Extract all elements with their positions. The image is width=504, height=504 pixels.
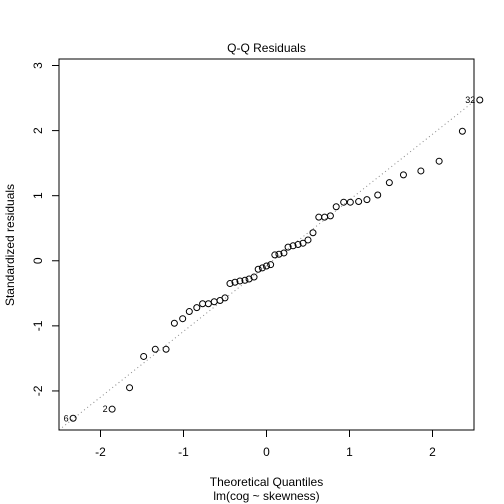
data-point: [170, 319, 178, 327]
point-label: 6: [64, 413, 69, 423]
data-point: [385, 179, 393, 187]
data-point: [69, 414, 77, 422]
data-point: [267, 261, 275, 269]
data-point: [309, 229, 317, 237]
data-point: [363, 196, 371, 204]
data-point: [332, 203, 340, 211]
data-point: [346, 198, 354, 206]
data-point: [151, 345, 159, 353]
data-point: [221, 294, 229, 302]
y-axis-label: Standardized residuals: [3, 184, 17, 306]
data-point: [179, 315, 187, 323]
data-point: [374, 191, 382, 199]
chart-title: Q-Q Residuals: [227, 41, 306, 55]
data-point: [210, 298, 218, 306]
data-point: [263, 262, 270, 270]
data-point: [258, 264, 266, 272]
data-point: [199, 300, 207, 308]
data-point: [236, 277, 244, 285]
data-point: [355, 198, 363, 206]
data-point: [271, 251, 279, 259]
data-point: [280, 249, 288, 257]
data-point: [476, 96, 484, 104]
data-point: [126, 384, 134, 392]
x-tick-label: -2: [95, 445, 106, 459]
point-label: 2: [103, 404, 108, 414]
data-point: [185, 308, 193, 316]
x-axis-sublabel: lm(cog ~ skewness): [213, 489, 319, 503]
data-point: [250, 273, 258, 281]
data-point: [108, 405, 116, 413]
y-tick-label: 0: [31, 257, 45, 264]
data-point: [294, 241, 302, 248]
data-point: [458, 127, 466, 135]
data-point: [299, 239, 307, 247]
data-point: [140, 352, 148, 360]
data-point: [289, 242, 297, 250]
y-tick-label: -2: [31, 385, 45, 396]
x-axis-label: Theoretical Quantiles: [210, 475, 323, 489]
data-point: [417, 167, 425, 175]
data-point: [162, 345, 170, 353]
y-tick-label: 1: [31, 192, 45, 199]
data-point: [326, 212, 334, 220]
y-tick-label: -1: [31, 320, 45, 331]
data-point: [284, 243, 292, 251]
plot-frame: [58, 58, 475, 431]
point-label: 32: [465, 95, 475, 105]
x-tick-label: 0: [263, 445, 270, 459]
data-point: [275, 250, 283, 258]
x-tick-label: 2: [429, 445, 436, 459]
data-point: [193, 304, 201, 312]
data-point: [435, 157, 443, 165]
data-point: [321, 213, 329, 221]
data-point: [340, 198, 348, 206]
data-point: [204, 300, 212, 308]
y-tick-label: 2: [31, 127, 45, 134]
data-point: [226, 280, 234, 288]
reference-line: [58, 100, 475, 431]
data-point: [241, 276, 249, 284]
data-point: [399, 171, 407, 179]
x-tick-label: -1: [178, 445, 189, 459]
data-point: [254, 265, 262, 273]
y-tick-label: 3: [31, 62, 45, 69]
data-point: [304, 236, 312, 244]
data-point: [231, 278, 239, 286]
x-tick-label: 1: [346, 445, 353, 459]
data-point: [315, 213, 323, 221]
